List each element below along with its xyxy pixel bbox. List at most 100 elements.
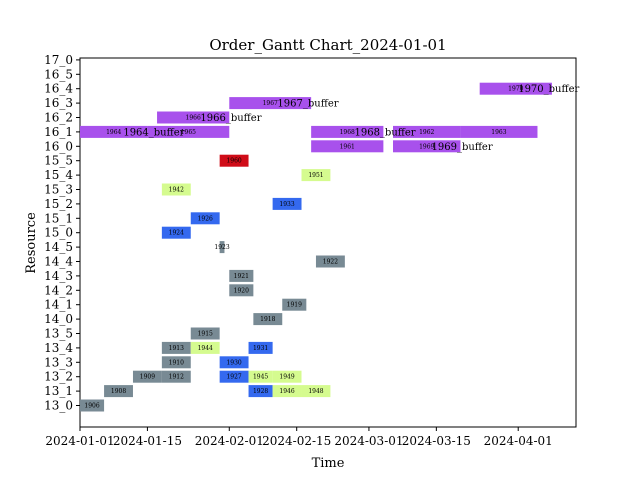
task-label-1949: 1949 xyxy=(279,374,294,381)
task-label-1945: 1945 xyxy=(253,374,268,381)
task-label-1933: 1933 xyxy=(279,201,294,208)
task-bar-1909 xyxy=(132,370,162,383)
task-bar-1960 xyxy=(219,154,249,167)
task-label-1964: 1964 xyxy=(106,129,121,136)
task-label-1942: 1942 xyxy=(169,187,184,194)
task-label-1926: 1926 xyxy=(198,215,213,222)
y-tick-label: 16_4 xyxy=(44,82,73,96)
y-tick-label: 13_3 xyxy=(44,355,73,369)
task-label-1946: 1946 xyxy=(279,388,294,395)
task-bar-1922 xyxy=(315,255,345,268)
buffer-label-1966_buffer: 1966_buffer xyxy=(200,113,261,124)
task-bar-1969 xyxy=(393,140,461,153)
plot-frame xyxy=(79,57,577,428)
task-bar-1920 xyxy=(229,284,254,297)
y-tick-label: 16_3 xyxy=(44,96,73,110)
task-label-1948: 1948 xyxy=(308,388,323,395)
task-label-1930: 1930 xyxy=(226,359,241,366)
task-label-1910: 1910 xyxy=(169,359,184,366)
y-axis: 13_013_113_213_313_413_514_014_114_214_3… xyxy=(44,53,80,413)
buffer-label-1969_buffer: 1969_buffer xyxy=(432,142,493,153)
buffer-label-1967_buffer: 1967_buffer xyxy=(277,99,338,110)
buffer-label-1970_buffer: 1970_buffer xyxy=(518,84,579,95)
task-label-1909: 1909 xyxy=(140,374,155,381)
task-label-1913: 1913 xyxy=(169,345,184,352)
y-tick-label: 15_0 xyxy=(44,226,73,240)
task-bar-1910 xyxy=(161,356,191,369)
task-bar-1963 xyxy=(460,125,538,138)
task-bar-1946 xyxy=(272,385,302,398)
task-bar-1951 xyxy=(301,169,331,182)
y-tick-label: 13_5 xyxy=(44,327,73,341)
y-tick-label: 14_5 xyxy=(44,240,73,254)
y-tick-label: 14_0 xyxy=(44,312,73,326)
x-axis-title: Time xyxy=(312,456,345,471)
task-label-1965: 1965 xyxy=(181,129,196,136)
task-label-1962: 1962 xyxy=(419,129,434,136)
x-tick-label: 2024-03-01 xyxy=(334,434,403,448)
task-label-1966: 1966 xyxy=(186,115,201,122)
buffer-label-1964_buffer: 1964_buffer xyxy=(123,127,184,138)
x-tick-label: 2024-03-15 xyxy=(402,434,471,448)
task-label-1967: 1967 xyxy=(263,100,278,107)
task-bar-1933 xyxy=(272,197,302,210)
task-label-1924: 1924 xyxy=(169,230,184,237)
x-tick-label: 2024-04-01 xyxy=(484,434,553,448)
task-label-1944: 1944 xyxy=(198,345,213,352)
x-tick-label: 2024-01-15 xyxy=(113,434,182,448)
y-tick-label: 15_1 xyxy=(44,211,73,225)
task-label-1918: 1918 xyxy=(260,316,275,323)
task-label-1906: 1906 xyxy=(84,403,99,410)
task-label-1915: 1915 xyxy=(198,331,213,338)
task-label-1968: 1968 xyxy=(340,129,355,136)
task-label-1908: 1908 xyxy=(111,388,126,395)
task-bar-1968 xyxy=(311,125,384,138)
task-label-1923: 1923 xyxy=(214,244,229,251)
task-bar-1949 xyxy=(272,370,302,383)
task-bar-1918 xyxy=(253,313,283,326)
y-tick-label: 16_5 xyxy=(44,67,73,81)
task-label-1920: 1920 xyxy=(234,287,249,294)
task-bar-1948 xyxy=(301,385,331,398)
task-bar-1927 xyxy=(219,370,249,383)
task-bar-1930 xyxy=(219,356,249,369)
y-tick-label: 14_1 xyxy=(44,298,73,312)
x-tick-label: 2024-02-15 xyxy=(262,434,331,448)
task-label-1951: 1951 xyxy=(308,172,323,179)
y-axis-title: Resource xyxy=(24,212,39,274)
task-bar-1908 xyxy=(104,385,133,398)
task-label-1969: 1969 xyxy=(419,143,434,150)
task-bar-1962 xyxy=(393,125,461,138)
y-tick-label: 13_0 xyxy=(44,399,73,413)
task-bar-1945 xyxy=(248,370,273,383)
task-label-1970: 1970 xyxy=(508,86,523,93)
task-bar-1919 xyxy=(282,298,307,311)
task-label-1961: 1961 xyxy=(340,143,355,150)
task-bar-1912 xyxy=(161,370,191,383)
y-tick-label: 15_3 xyxy=(44,183,73,197)
y-tick-label: 15_2 xyxy=(44,197,73,211)
task-bar-1942 xyxy=(161,183,191,196)
y-tick-label: 16_0 xyxy=(44,139,73,153)
task-bar-1931 xyxy=(248,341,273,354)
chart-title: Order_Gantt Chart_2024-01-01 xyxy=(209,36,446,54)
task-bar-1944 xyxy=(190,341,220,354)
y-tick-label: 15_4 xyxy=(44,168,73,182)
y-tick-label: 13_2 xyxy=(44,370,73,384)
task-label-1912: 1912 xyxy=(169,374,184,381)
task-bar-1967 xyxy=(229,97,312,110)
task-label-1963: 1963 xyxy=(491,129,506,136)
y-tick-label: 13_1 xyxy=(44,384,73,398)
task-bar-1921 xyxy=(229,269,254,282)
task-bar-1970 xyxy=(479,82,552,95)
y-tick-label: 15_5 xyxy=(44,154,73,168)
task-bar-1924 xyxy=(161,226,191,239)
y-tick-label: 14_2 xyxy=(44,283,73,297)
buffer-label-1968_buffer: 1968_buffer xyxy=(354,127,415,138)
task-bar-1965 xyxy=(147,125,230,138)
task-bar-1966 xyxy=(157,111,230,124)
x-tick-label: 2024-01-01 xyxy=(45,434,114,448)
plot-area: 1906 1908 1928 1946 1948 1909 1912 1927 1945 1949… xyxy=(79,57,580,428)
y-tick-label: 16_1 xyxy=(44,125,73,139)
